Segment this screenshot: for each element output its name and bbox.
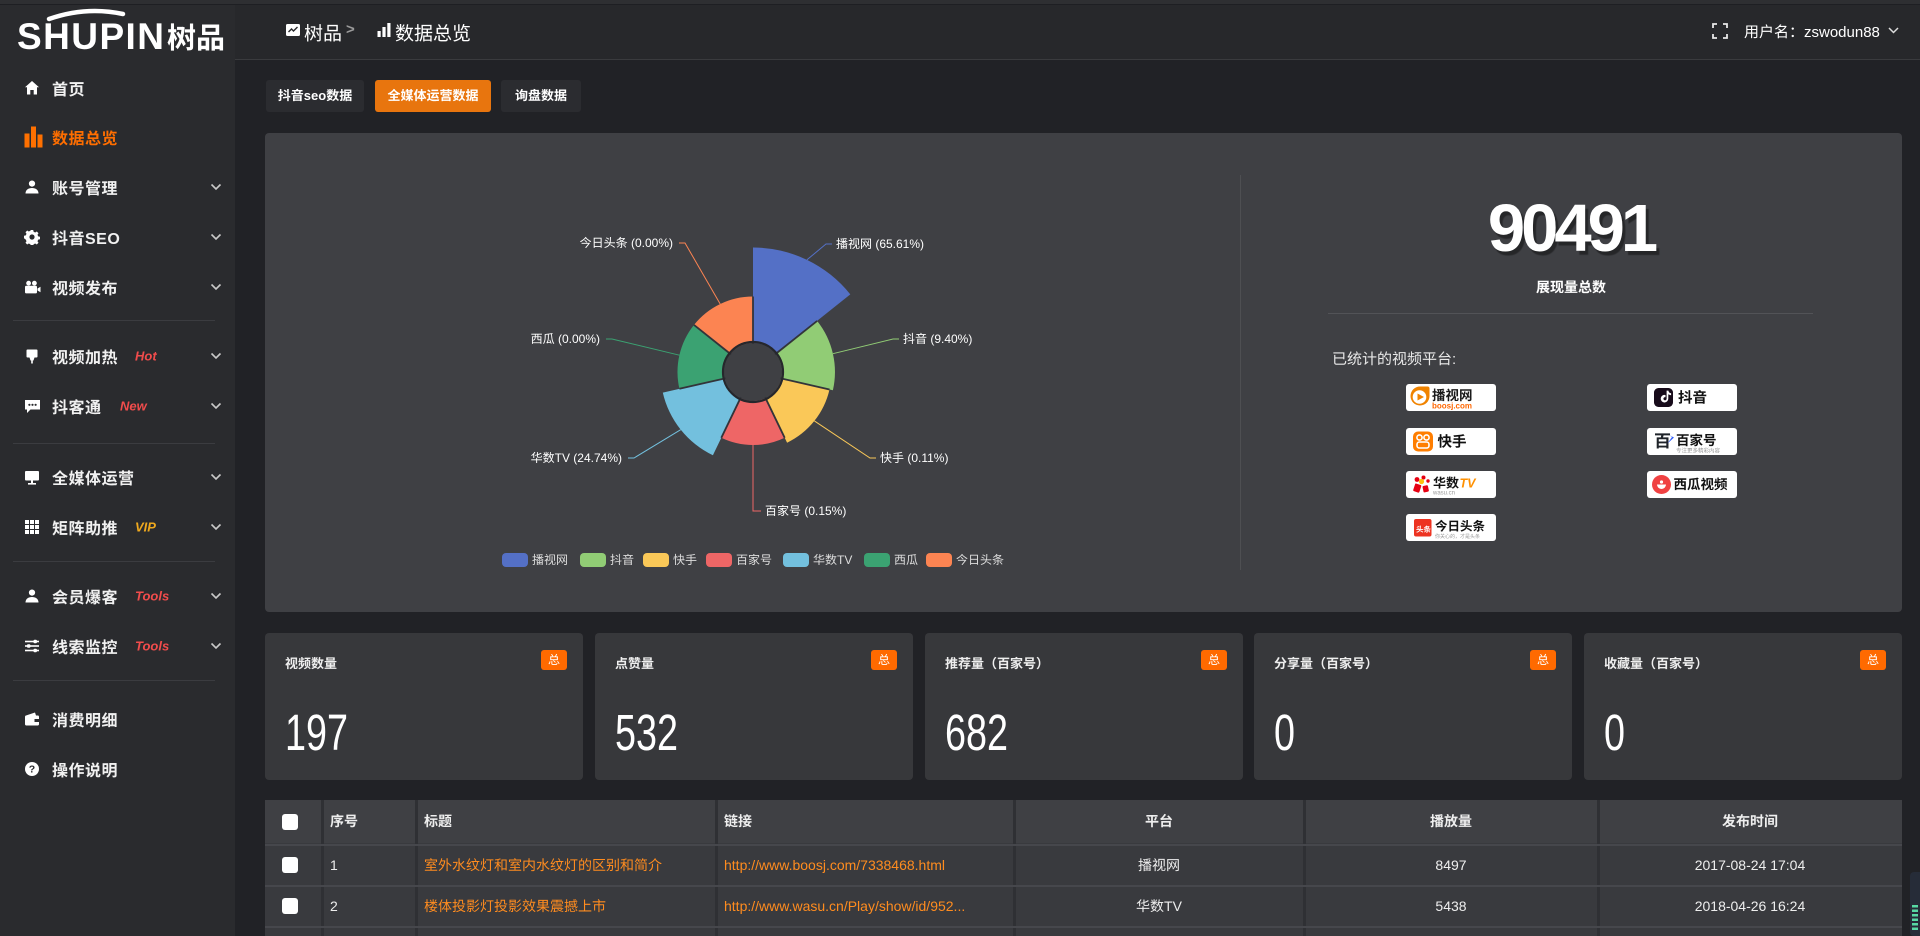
svg-text:百: 百	[1654, 428, 1671, 452]
svg-text:抖音: 抖音	[1678, 387, 1707, 408]
svg-text:播视网: 播视网	[1432, 384, 1473, 404]
svg-text:今日头条: 今日头条	[1435, 516, 1486, 535]
svg-text:树品: 树品	[167, 15, 225, 57]
svg-text:boosj.com: boosj.com	[1432, 402, 1472, 411]
svg-text:?: ?	[29, 764, 35, 776]
svg-text:SHUPIN: SHUPIN	[17, 16, 163, 57]
svg-text:快手: 快手	[1438, 430, 1467, 451]
svg-text:西瓜视频: 西瓜视频	[1674, 473, 1728, 493]
svg-text:华数: 华数	[1433, 472, 1459, 491]
svg-text:你关心的，才是头条: 你关心的，才是头条	[1435, 533, 1480, 540]
svg-text:专注更多精彩内容: 专注更多精彩内容	[1676, 446, 1721, 454]
svg-text:百家号: 百家号	[1676, 429, 1717, 449]
svg-text:wasu.cn: wasu.cn	[1432, 490, 1455, 496]
svg-text:头条: 头条	[1416, 524, 1432, 535]
svg-text:TV: TV	[1460, 476, 1478, 490]
